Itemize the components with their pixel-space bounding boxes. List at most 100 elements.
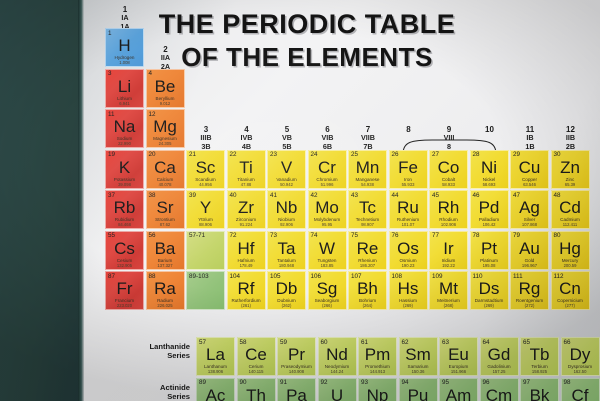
element-cell-rg[interactable]: 111 Rg Roentgenium (272)	[510, 271, 549, 310]
element-symbol: Th	[246, 385, 266, 401]
element-cell-li[interactable]: 3 Li Lithium 6.941	[105, 68, 144, 108]
element-cell-ru[interactable]: 44 Ru Ruthenium 101.07	[388, 190, 428, 229]
element-name: Copernicium	[557, 298, 583, 303]
element-cell-mo[interactable]: 42 Mo Molybdenum 95.95	[307, 190, 347, 229]
element-cell-cf[interactable]: 98CfCalifornium251.080	[560, 377, 600, 401]
element-cell-dy[interactable]: 66 Dy Dysprosium 162.50	[560, 337, 600, 376]
element-cell-cm[interactable]: 96CmCurium247.070	[479, 377, 519, 401]
atomic-number: 62	[401, 338, 409, 346]
element-cell-ra[interactable]: 88 Ra Radium 226.025	[145, 271, 185, 310]
element-cell-hs[interactable]: 108 Hs Hassium (269)	[388, 271, 428, 310]
element-cell-mt[interactable]: 109 Mt Meitnerium (268)	[429, 271, 468, 310]
element-cell-np[interactable]: 93NpNeptunium237.048	[358, 377, 397, 401]
element-name: Neodymium	[324, 364, 350, 369]
element-name: Copper	[521, 176, 538, 182]
element-cell-rh[interactable]: 45 Rh Rhodium 102.906	[429, 190, 468, 229]
lanthanide-range-cell[interactable]: 57-71	[186, 230, 225, 270]
element-cell-zr[interactable]: 40 Zr Zirconium 91.224	[226, 190, 266, 229]
element-cell-bh[interactable]: 107 Bh Bohrium (264)	[348, 271, 387, 310]
atomic-mass: 51.996	[320, 181, 334, 187]
element-cell-sm[interactable]: 62 Sm Samarium 150.36	[398, 337, 438, 376]
element-cell-mg[interactable]: 12 Mg Magnesium 24.305	[145, 109, 185, 148]
element-cell-ta[interactable]: 73 Ta Tantalum 180.948	[267, 230, 306, 270]
element-cell-ba[interactable]: 56 Ba Barium 137.327	[145, 230, 185, 270]
element-cell-rf[interactable]: 104 Rf Rutherfordium (261)	[226, 271, 266, 310]
atomic-number: 1	[108, 29, 112, 37]
atomic-mass: 54.938	[361, 181, 374, 187]
element-cell-hg[interactable]: 80 Hg Mercury 200.59	[550, 230, 590, 270]
element-cell-v[interactable]: 23 V Vanadium 50.942	[267, 149, 306, 189]
element-cell-pd[interactable]: 46 Pd Palladium 106.42	[469, 190, 509, 229]
element-symbol: Au	[519, 238, 540, 258]
element-cell-pr[interactable]: 59 Pr Praseodymium 140.908	[277, 337, 316, 376]
element-cell-pa[interactable]: 91PaProtactinium231.036	[277, 377, 316, 401]
element-cell-w[interactable]: 74 W Tungsten 183.85	[307, 230, 347, 270]
element-cell-fr[interactable]: 87 Fr Francium 223.020	[105, 271, 144, 310]
element-cell-ti[interactable]: 22 Ti Titanium 47.88	[226, 149, 266, 189]
element-cell-rb[interactable]: 37 Rb Rubidium 84.468	[105, 190, 144, 229]
element-cell-bk[interactable]: 97BkBerkelium247.070	[520, 377, 559, 401]
element-cell-tb[interactable]: 65 Tb Terbium 158.925	[520, 337, 559, 376]
atomic-mass: 58.693	[482, 181, 496, 187]
element-cell-cd[interactable]: 48 Cd Cadmium 112.411	[550, 190, 590, 229]
element-name: Vanadium	[276, 176, 297, 182]
element-cell-ce[interactable]: 58 Ce Cerium 140.115	[236, 337, 276, 376]
element-cell-fe[interactable]: 26 Fe Iron 55.933	[388, 149, 428, 189]
element-cell-os[interactable]: 76 Os Osmium 190.23	[388, 230, 428, 270]
element-cell-pu[interactable]: 94PuPlutonium244.064	[398, 377, 438, 401]
element-cell-cn[interactable]: 112 Cn Copernicium (277)	[550, 271, 590, 310]
element-cell-sc[interactable]: 21 Sc Scandium 44.956	[186, 149, 225, 189]
atomic-number: 111	[513, 272, 523, 280]
atomic-mass: 63.546	[523, 181, 536, 187]
element-cell-ca[interactable]: 20 Ca Calcium 40.078	[145, 149, 185, 189]
element-cell-cu[interactable]: 29 Cu Copper 63.546	[510, 149, 549, 189]
element-cell-re[interactable]: 75 Re Rhenium 186.207	[348, 230, 387, 270]
element-cell-th[interactable]: 90ThThorium232.038	[236, 377, 276, 401]
element-cell-db[interactable]: 105 Db Dubnium (262)	[267, 271, 306, 310]
element-cell-na[interactable]: 11 Na Sodium 22.990	[105, 109, 144, 148]
element-cell-sg[interactable]: 106 Sg Seaborgium (266)	[307, 271, 347, 310]
atomic-mass: (262)	[281, 303, 292, 308]
element-cell-be[interactable]: 4 Be Beryllium 9.012	[145, 68, 185, 108]
element-cell-k[interactable]: 19 K Potassium 39.098	[105, 149, 144, 189]
element-cell-y[interactable]: 39 Y Yttrium 88.906	[186, 190, 225, 229]
element-symbol: Ta	[277, 238, 296, 258]
element-cell-hf[interactable]: 72 Hf Hafnium 178.49	[226, 230, 266, 270]
element-cell-h[interactable]: 1 H Hydrogen 1.008	[105, 28, 144, 67]
element-cell-gd[interactable]: 64 Gd Gadolinium 157.25	[479, 337, 519, 376]
element-name: Rhenium	[358, 257, 377, 263]
element-cell-cr[interactable]: 24 Cr Chromium 51.996	[307, 149, 347, 189]
element-cell-eu[interactable]: 63 Eu Europium 151.966	[439, 337, 478, 376]
element-cell-zn[interactable]: 30 Zn Zinc 65.39	[550, 149, 590, 189]
element-cell-nb[interactable]: 41 Nb Niobium 92.906	[267, 190, 306, 229]
element-cell-mn[interactable]: 25 Mn Manganese 54.938	[348, 149, 387, 189]
element-cell-ni[interactable]: 28 Ni Nickel 58.693	[469, 149, 509, 189]
element-cell-cs[interactable]: 55 Cs Cesium 132.905	[105, 230, 144, 270]
element-cell-pt[interactable]: 78 Pt Platinum 195.08	[469, 230, 509, 270]
element-cell-pm[interactable]: 61 Pm Promethium 144.913	[358, 337, 397, 376]
element-cell-tc[interactable]: 43 Tc Technetium 98.907	[348, 190, 387, 229]
element-cell-ir[interactable]: 77 Ir Iridium 192.22	[429, 230, 468, 270]
atomic-number: 27	[432, 151, 440, 158]
element-cell-ac[interactable]: 89AcActinium227.028	[196, 377, 235, 401]
group-roman-label: VIIB	[361, 133, 375, 143]
element-symbol: Ag	[519, 198, 540, 217]
element-cell-am[interactable]: 95AmAmericium243.061	[439, 377, 478, 401]
element-symbol: Sm	[405, 345, 431, 364]
element-cell-sr[interactable]: 38 Sr Strontium 87.62	[145, 190, 185, 229]
group-number: 8	[406, 125, 411, 134]
atomic-number: 109	[432, 272, 443, 280]
element-cell-co[interactable]: 27 Co Cobalt 58.933	[429, 149, 468, 189]
element-symbol: V	[280, 157, 293, 177]
element-cell-ag[interactable]: 47 Ag Silver 107.868	[510, 190, 549, 229]
element-cell-ds[interactable]: 110 Ds Darmstadtium (269)	[469, 271, 509, 310]
atomic-number: 96	[482, 379, 490, 386]
element-cell-nd[interactable]: 60 Nd Neodymium 144.24	[317, 337, 357, 376]
element-cell-au[interactable]: 79 Au Gold 196.967	[510, 230, 549, 270]
atomic-number: 106	[310, 272, 322, 280]
atomic-number: 59	[280, 338, 288, 346]
actinide-range-cell[interactable]: 89-103	[186, 271, 225, 310]
element-cell-la[interactable]: 57 La Lanthanum 138.906	[196, 337, 235, 376]
atomic-mass: 195.08	[482, 262, 496, 268]
element-cell-u[interactable]: 92UUranium238.029	[317, 377, 357, 401]
